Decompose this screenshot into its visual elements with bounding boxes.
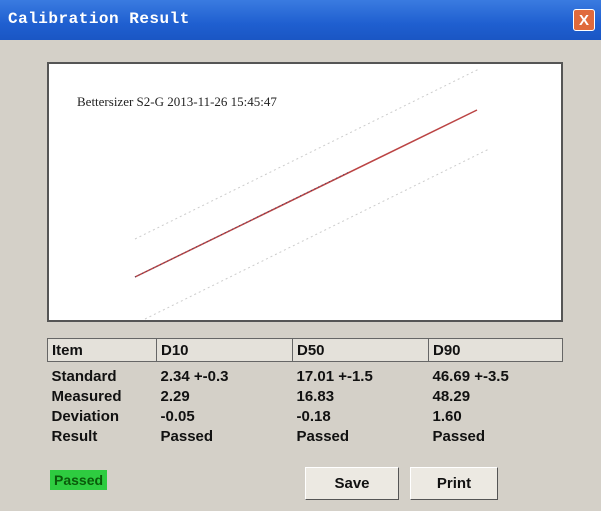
table-cell: 46.69 +-3.5	[432, 367, 509, 385]
table-row: Measured 2.29 16.83 48.29	[48, 386, 563, 406]
table-row: Standard 2.34 +-0.3 17.01 +-1.5 46.69 +-3.5	[48, 362, 563, 387]
table-cell: Deviation	[51, 407, 120, 425]
table-cell: Passed	[160, 427, 214, 445]
table-cell: D50	[292, 338, 429, 362]
table-cell: 17.01 +-1.5	[296, 367, 373, 385]
upper-bound	[134, 68, 480, 240]
table-cell: D90	[428, 338, 563, 362]
table-cell: 1.60	[432, 407, 462, 425]
table-cell: Result	[51, 427, 98, 445]
table-cell: 2.29	[160, 387, 190, 405]
fit-line	[134, 109, 478, 278]
table-cell: D10	[156, 338, 293, 362]
status-label: Passed	[50, 470, 108, 490]
result-table: Item D10 D50 D90 Standard 2.34 +-0.3 17.01 +-1…	[47, 338, 563, 446]
table-cell: Passed	[296, 427, 350, 445]
table-row: Deviation -0.05 -0.18 1.60	[48, 406, 563, 426]
window-title: Calibration Result	[8, 10, 190, 28]
table-cell: -0.05	[160, 407, 195, 425]
close-button[interactable]: X	[573, 9, 595, 31]
table-row: Item D10 D50 D90	[47, 338, 563, 362]
table-cell: -0.18	[296, 407, 331, 425]
table-cell: Item	[47, 338, 157, 362]
table-cell: Standard	[51, 367, 117, 385]
lower-bound	[144, 148, 490, 320]
table-row: Result Passed Passed Passed	[48, 426, 563, 446]
print-button[interactable]: Print	[410, 467, 498, 500]
table-cell: 48.29	[432, 387, 471, 405]
plot-area: Bettersizer S2-G 2013-11-26 15:45:47	[47, 62, 563, 322]
title-bar: Calibration Result X	[0, 0, 601, 40]
table-cell: Passed	[432, 427, 486, 445]
table-cell: Measured	[51, 387, 122, 405]
save-button[interactable]: Save	[305, 467, 399, 500]
plot-caption: Bettersizer S2-G 2013-11-26 15:45:47	[77, 94, 277, 109]
table-cell: 16.83	[296, 387, 335, 405]
plot-graphic	[134, 68, 490, 320]
table-cell: 2.34 +-0.3	[160, 367, 229, 385]
